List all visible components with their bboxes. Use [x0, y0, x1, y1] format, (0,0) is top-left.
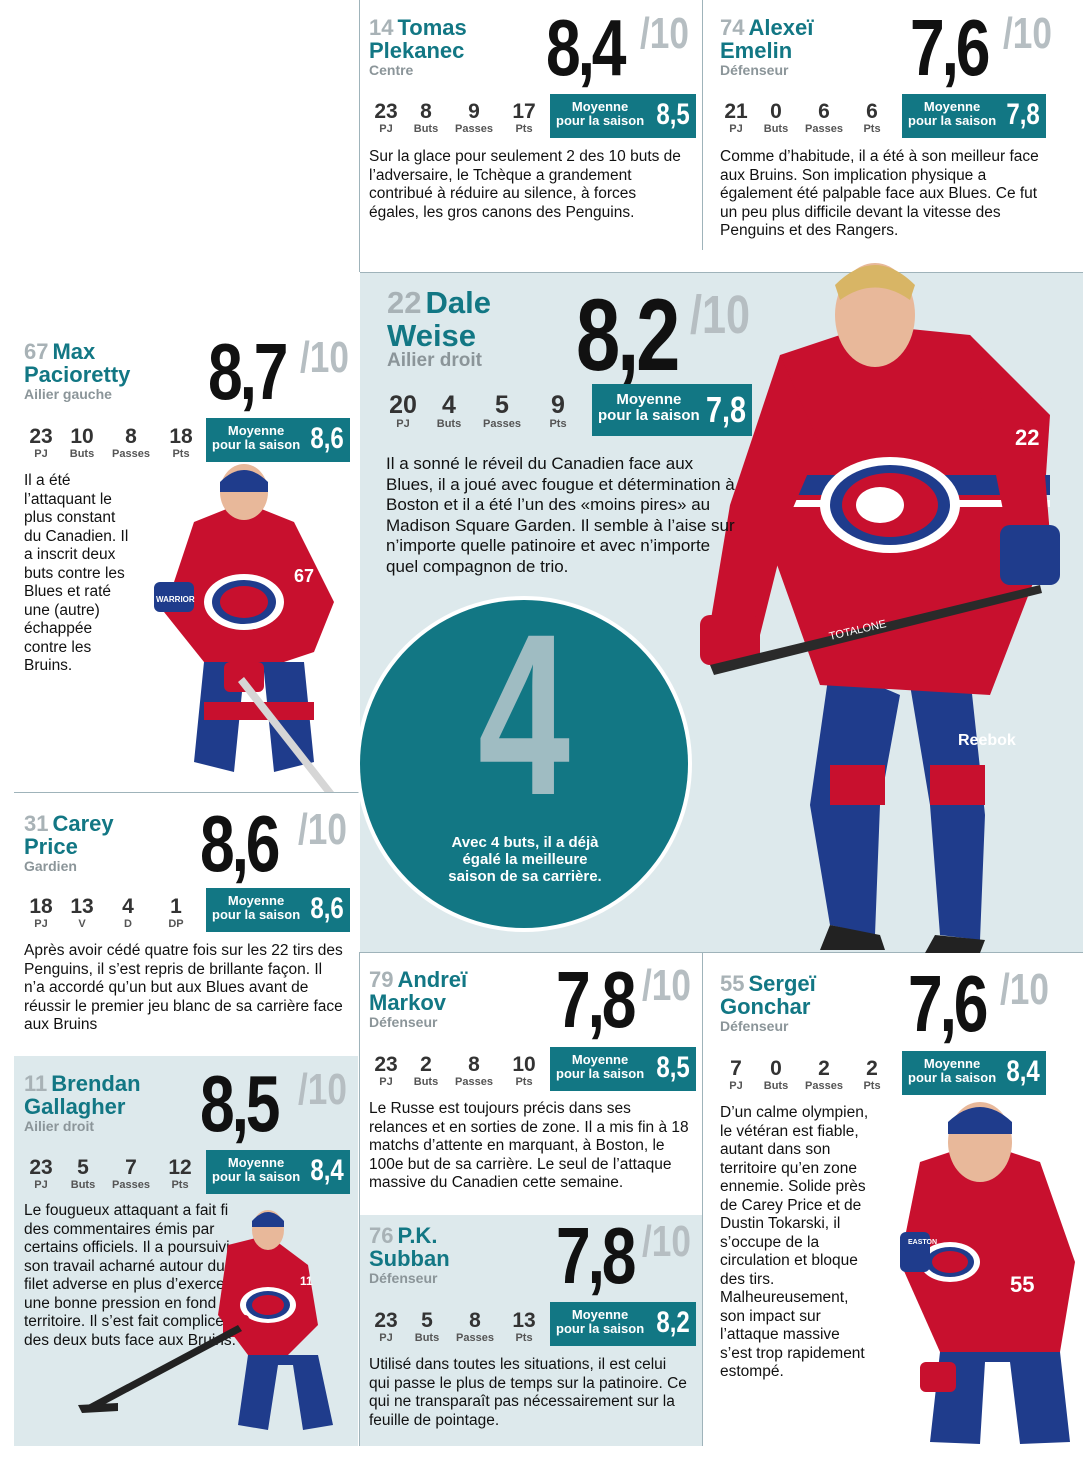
jersey-number: 22 [1015, 425, 1039, 450]
score-out-of: /10 [642, 1217, 691, 1266]
score: 8,2 [576, 278, 680, 392]
first-name: Tomas [397, 15, 467, 40]
score: 8,6 [200, 799, 281, 888]
season-average: Moyenne pour la saison 8,6 [206, 888, 350, 932]
stat: 9 Passes [455, 100, 493, 136]
score: 7,6 [910, 3, 991, 92]
divider [14, 792, 360, 793]
score: 7,8 [556, 1211, 637, 1300]
player-name: 67 Max Pacioretty [24, 339, 131, 387]
player-description: Comme d’habitude, il a été à son meilleu… [720, 148, 1039, 239]
callout-number: 4 [477, 586, 571, 843]
divider [702, 0, 703, 250]
stats-row: 21 PJ 0 Buts 6 Passes 6 Pts [724, 100, 881, 136]
divider [360, 952, 1083, 953]
reebok-logo: Reebok [958, 732, 1016, 749]
player-position: Centre [369, 62, 414, 78]
player-description: Le fougueux attaquant a fait fi des comm… [24, 1202, 238, 1349]
average-value: 8,5 [656, 98, 690, 131]
callout-text: Avec 4 buts, il a déjà égalé la meilleur… [448, 834, 602, 885]
divider [359, 0, 360, 272]
season-average: Moyenne pour la saison 8,6 [206, 418, 350, 462]
score-out-of: /10 [1000, 965, 1049, 1014]
score-out-of: /10 [642, 961, 691, 1010]
season-average: Moyenne pour la saison 8,5 [550, 1047, 696, 1091]
player-description: Il a été l’attaquant le plus constant du… [24, 472, 129, 674]
player-position: Gardien [24, 858, 77, 874]
score: 7,8 [556, 955, 637, 1044]
score-out-of: /10 [298, 805, 347, 854]
player-description: Il a sonné le réveil du Canadien face au… [386, 454, 735, 576]
glove-brand: EASTON [908, 1239, 937, 1246]
season-average: Moyenne pour la saison 8,2 [550, 1302, 696, 1346]
jersey-number: 67 [294, 566, 314, 586]
stats-row: 23 PJ 8 Buts 9 Passes 17 Pts [369, 100, 549, 136]
player-name: 22 Dale Weise [387, 285, 491, 353]
score: 8,7 [208, 327, 289, 416]
stat: 8 Buts [413, 100, 439, 136]
player-description: D’un calme olympien, le vétéran est fiab… [720, 1104, 869, 1380]
stats-row: 23 PJ 5 Buts 7 Passes 12 Pts [29, 1156, 192, 1192]
divider [359, 952, 360, 1446]
player-number: 14 [369, 15, 394, 40]
player-name: 76 P.K. Subban [369, 1223, 450, 1271]
season-average: Moyenne pour la saison 8,5 [550, 94, 696, 138]
player-position: Défenseur [369, 1014, 438, 1030]
divider [702, 952, 703, 1446]
stat: 17 Pts [512, 100, 536, 136]
player-description: Après avoir cédé quatre fois sur les 22 … [24, 942, 343, 1033]
player-position: Ailier droit [24, 1118, 95, 1134]
stats-row: 23 PJ 10 Buts 8 Passes 18 Pts [29, 425, 193, 461]
last-name: Plekanec [369, 38, 465, 63]
score-out-of: /10 [1003, 9, 1052, 58]
goals-callout: 4 Avec 4 buts, il a déjà égalé la meille… [356, 596, 692, 932]
player-position: Défenseur [720, 1018, 789, 1034]
score-out-of: /10 [640, 9, 689, 58]
player-name: 11 Brendan Gallagher [24, 1071, 141, 1119]
player-description: Le Russe est toujours précis dans ses re… [369, 1100, 689, 1191]
jersey-number: 55 [1010, 1272, 1034, 1297]
player-description: Utilisé dans toutes les situations, il e… [369, 1356, 687, 1429]
player-name: 79 Andreï Markov [369, 967, 468, 1015]
brendan-gallagher-photo: 11 [78, 1210, 333, 1430]
stats-row: 23 PJ 2 Buts 8 Passes 10 Pts [374, 1053, 536, 1089]
score: 8,4 [546, 3, 627, 92]
score: 7,6 [908, 959, 989, 1048]
player-position: Défenseur [369, 1270, 438, 1286]
player-name: 14 Tomas Plekanec [369, 16, 467, 62]
stat: 23 PJ [374, 100, 398, 136]
glove-brand: WARRIOR [156, 595, 195, 604]
player-position: Ailier droit [387, 350, 483, 371]
score-out-of: /10 [690, 285, 751, 345]
player-description: Sur la glace pour seulement 2 des 10 but… [369, 148, 681, 221]
score-out-of: /10 [300, 333, 349, 382]
dale-weise-photo: TOTALONE Reebok 22 [700, 263, 1060, 953]
player-position: Ailier gauche [24, 386, 112, 402]
score-out-of: /10 [298, 1065, 347, 1114]
player-name: 55 Sergeï Gonchar [720, 971, 816, 1019]
score: 8,5 [200, 1059, 281, 1148]
jersey-number: 11 [300, 1274, 313, 1288]
player-name: 74 Alexeï Emelin [720, 15, 814, 63]
stats-row: 20 PJ 4 Buts 5 Passes 9 Pts [389, 391, 567, 430]
season-average: Moyenne pour la saison 8,4 [206, 1150, 350, 1194]
sergei-gonchar-photo: 55 EASTON [900, 1102, 1075, 1444]
stats-row: 23 PJ 5 Buts 8 Passes 13 Pts [374, 1309, 536, 1345]
player-position: Défenseur [720, 62, 789, 78]
stats-row: 7 PJ 0 Buts 2 Passes 2 Pts [729, 1057, 881, 1093]
season-average: Moyenne pour la saison 7,8 [902, 94, 1046, 138]
season-average: Moyenne pour la saison 8,4 [902, 1051, 1046, 1095]
divider [360, 272, 1083, 273]
max-pacioretty-photo: 67 WARRIOR [154, 464, 334, 792]
player-name: 31 Carey Price [24, 811, 114, 859]
season-average: Moyenne pour la saison 7,8 [592, 384, 752, 436]
